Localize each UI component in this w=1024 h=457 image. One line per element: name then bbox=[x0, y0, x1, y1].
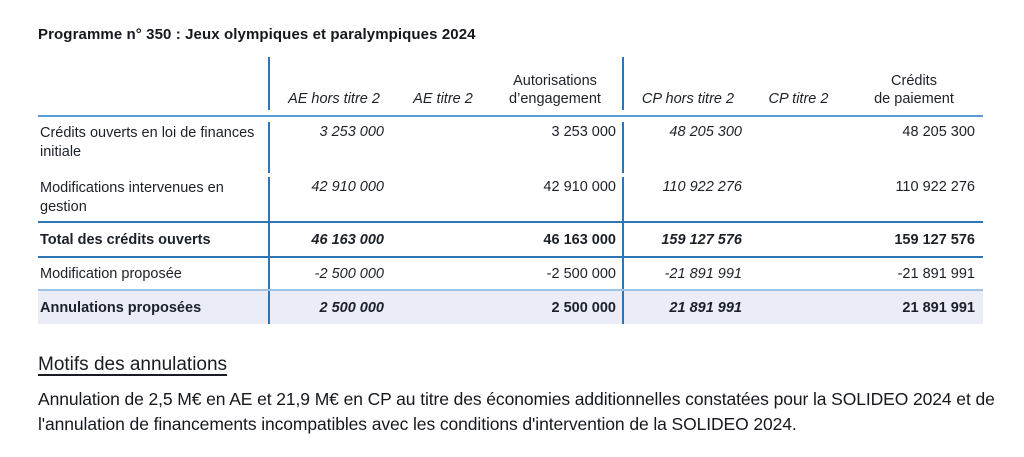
row-label: Total des crédits ouverts bbox=[40, 231, 211, 248]
cell-value bbox=[398, 306, 488, 310]
table-row-annulations-proposees: Annulations proposées 2 500 000 2 500 00… bbox=[38, 289, 983, 324]
header-cell-cp-titre-2: CP titre 2 bbox=[768, 90, 829, 107]
cell-value: 110 922 276 bbox=[895, 179, 975, 195]
row-label: Crédits ouverts en loi de finances initi… bbox=[40, 125, 255, 160]
cell-value bbox=[752, 272, 845, 276]
row-label: Modification proposée bbox=[40, 265, 182, 282]
cell-value bbox=[398, 122, 488, 126]
cell-value: 3 253 000 bbox=[551, 124, 616, 140]
cell-value: -21 891 991 bbox=[897, 265, 975, 282]
cell-value: 48 205 300 bbox=[622, 122, 752, 173]
cell-value: 42 910 000 bbox=[543, 179, 616, 195]
table-header-row: AE hors titre 2 AE titre 2 Autorisations… bbox=[38, 57, 983, 117]
cell-value: 2 500 000 bbox=[268, 291, 398, 324]
page-title: Programme n° 350 : Jeux olympiques et pa… bbox=[38, 26, 476, 43]
cell-value: 46 163 000 bbox=[543, 231, 616, 248]
cell-value bbox=[752, 177, 845, 181]
cell-value: 159 127 576 bbox=[622, 223, 752, 256]
document-page: Programme n° 350 : Jeux olympiques et pa… bbox=[38, 0, 995, 437]
cell-value: 21 891 991 bbox=[902, 299, 975, 316]
cell-value bbox=[752, 122, 845, 126]
header-cell-empty bbox=[38, 106, 268, 110]
header-cell-cp-hors-titre-2: CP hors titre 2 bbox=[622, 57, 752, 110]
cell-value: -21 891 991 bbox=[622, 258, 752, 289]
cell-value: -2 500 000 bbox=[546, 265, 616, 282]
header-cell-ae-titre-2: AE titre 2 bbox=[413, 90, 473, 107]
cell-value: 3 253 000 bbox=[268, 122, 398, 173]
cell-value: 42 910 000 bbox=[268, 177, 398, 221]
budget-table: AE hors titre 2 AE titre 2 Autorisations… bbox=[38, 57, 983, 324]
cell-value bbox=[752, 238, 845, 242]
row-label: Modifications intervenues en gestion bbox=[40, 180, 224, 215]
cell-value: -2 500 000 bbox=[268, 258, 398, 289]
cell-value bbox=[398, 238, 488, 242]
cell-value: 46 163 000 bbox=[268, 223, 398, 256]
cell-value: 21 891 991 bbox=[622, 291, 752, 324]
table-row-total-credits-ouverts: Total des crédits ouverts 46 163 000 46 … bbox=[38, 221, 983, 258]
header-cell-autorisations-engagement: Autorisations d’engagement bbox=[509, 72, 601, 107]
cell-value: 159 127 576 bbox=[894, 231, 975, 248]
cell-value: 48 205 300 bbox=[902, 124, 975, 140]
header-cell-ae-hors-titre-2: AE hors titre 2 bbox=[268, 57, 398, 110]
motifs-heading: Motifs des annulations bbox=[38, 354, 228, 375]
table-row-credits-ouverts-lfi: Crédits ouverts en loi de finances initi… bbox=[38, 117, 983, 173]
table-row-modifications-gestion: Modifications intervenues en gestion 42 … bbox=[38, 173, 983, 221]
cell-value: 110 922 276 bbox=[622, 177, 752, 221]
row-label: Annulations proposées bbox=[40, 299, 202, 316]
motifs-paragraph: Annulation de 2,5 M€ en AE et 21,9 M€ en… bbox=[38, 389, 995, 434]
header-cell-credits-paiement: Crédits de paiement bbox=[874, 72, 954, 107]
table-row-modification-proposee: Modification proposée -2 500 000 -2 500 … bbox=[38, 258, 983, 289]
cell-value bbox=[398, 272, 488, 276]
cell-value: 2 500 000 bbox=[551, 299, 616, 316]
cell-value bbox=[752, 306, 845, 310]
cell-value bbox=[398, 177, 488, 181]
